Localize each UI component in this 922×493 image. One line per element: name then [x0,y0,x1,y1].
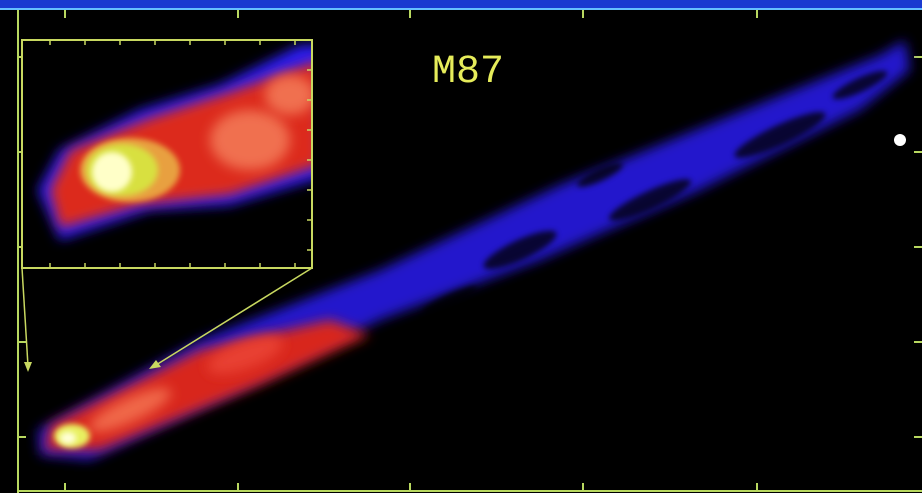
marker-dot [894,134,906,146]
page: M87 (() => { const data = JSON.parse(doc… [0,0,922,493]
inset-knot [210,110,290,170]
inset [22,40,330,268]
top-bar [0,0,922,9]
jet-core-peak [60,432,76,444]
inset-core-peak [92,152,132,192]
radio-image: M87 [0,0,922,493]
object-label: M87 [432,50,504,95]
inset-knot [265,75,315,115]
